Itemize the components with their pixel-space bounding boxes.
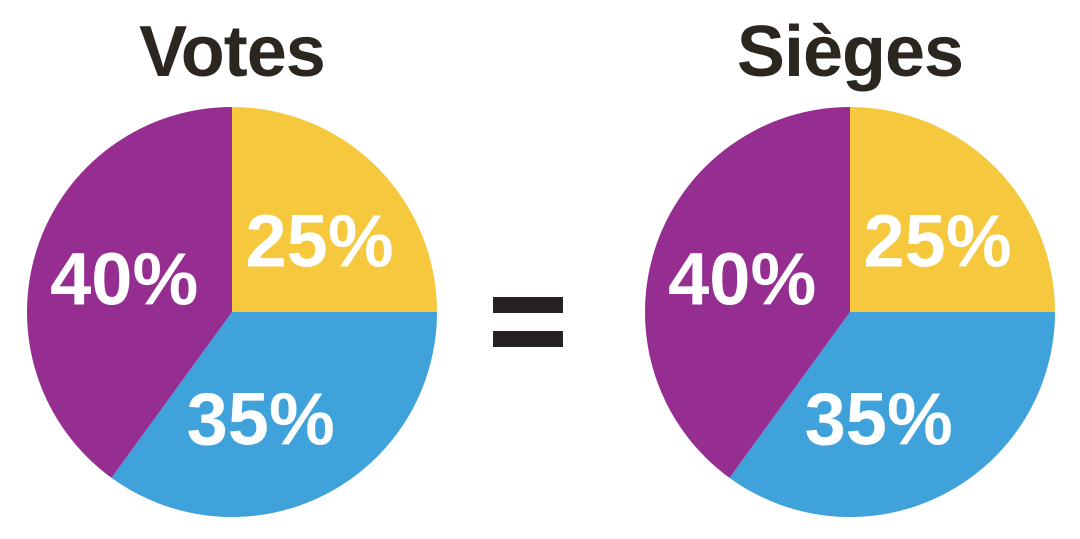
equals-icon bbox=[493, 297, 563, 347]
equals-bar-top bbox=[493, 297, 563, 313]
votes-pie-chart: 25% 35% 40% bbox=[27, 107, 437, 517]
pie-slice-yellow bbox=[232, 107, 437, 312]
pie-label-yellow: 25% bbox=[246, 200, 394, 283]
pie-slice-purple bbox=[27, 107, 232, 478]
pie-label-purple: 40% bbox=[668, 238, 816, 321]
pie-label-blue: 35% bbox=[805, 377, 953, 460]
pie-slice-blue bbox=[111, 312, 437, 517]
equals-bar-bottom bbox=[493, 331, 563, 347]
pie-slice-purple bbox=[645, 107, 850, 478]
sieges-chart-title: Sièges bbox=[736, 12, 964, 92]
sieges-pie-chart: 25% 35% 40% bbox=[645, 107, 1055, 517]
votes-chart-title: Votes bbox=[139, 12, 326, 92]
pie-label-purple: 40% bbox=[50, 238, 198, 321]
pie-label-yellow: 25% bbox=[864, 200, 1012, 283]
pie-label-blue: 35% bbox=[187, 377, 335, 460]
pie-slice-blue bbox=[729, 312, 1055, 517]
pie-slice-yellow bbox=[850, 107, 1055, 312]
